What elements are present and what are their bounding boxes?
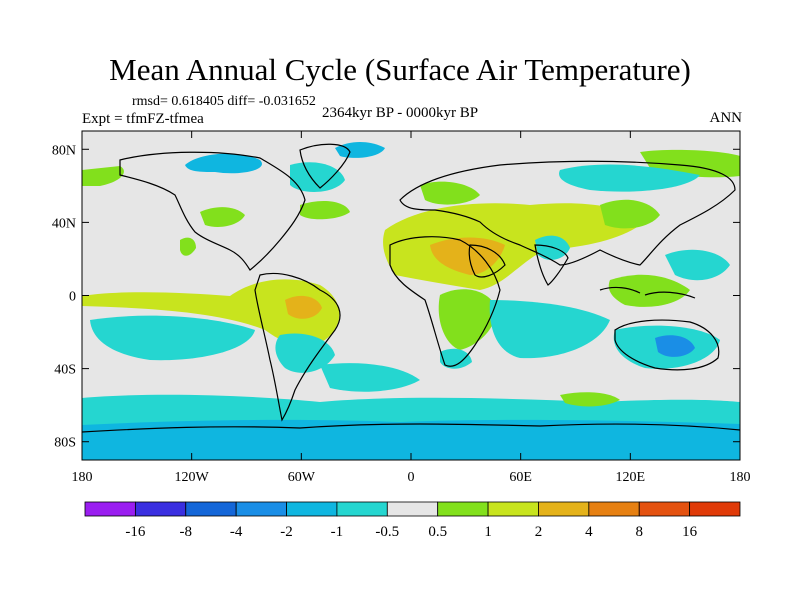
south-atlantic-cooling: [320, 363, 420, 392]
axis-ticks: 180 120W 60W 0 60E 120E 180 80N 40N 0 40S 80S: [52, 131, 751, 485]
europe-warming: [420, 181, 480, 205]
colorbar-label: 2: [535, 524, 543, 540]
x-tick-label: 60E: [509, 470, 532, 485]
colorbar-swatch: [437, 501, 489, 517]
tropical-pacific-cooling: [90, 315, 255, 361]
colorbar-swatch: [588, 501, 640, 517]
sahara-asia-warming: [383, 203, 640, 290]
colorbar-label: -0.5: [375, 524, 399, 540]
anomaly-fields: [82, 142, 740, 460]
antarctic-cooling: [82, 419, 740, 460]
x-tick-label: 120W: [175, 470, 210, 485]
colorbar-swatch: [235, 501, 287, 517]
southern-ocean-warming-patch: [560, 392, 620, 407]
coast-antarctica: [82, 423, 740, 433]
australia-strong-cooling: [655, 335, 695, 357]
colorbar-label: -16: [125, 524, 145, 540]
stats-line: rmsd= 0.618405 diff= -0.031652: [132, 94, 316, 109]
colorbar-label: -4: [230, 524, 243, 540]
colorbar-swatch: [286, 501, 338, 517]
colorbar-swatch: [487, 501, 539, 517]
indian-ocean-cooling: [489, 300, 610, 359]
colorbar-label: 0.5: [428, 524, 447, 540]
arctic-cooling-patch: [185, 153, 262, 174]
arctic-cooling-patch: [335, 142, 385, 158]
colorbar-label: 16: [682, 524, 698, 540]
experiment-label: Expt = tfmFZ-tfmea: [82, 111, 204, 127]
y-tick-label: 80N: [52, 143, 76, 158]
amazon-strong-warming: [285, 295, 322, 319]
coast-australia: [614, 319, 720, 371]
south-africa-cooling: [440, 348, 472, 369]
x-tick-label: 60W: [288, 470, 316, 485]
coast-south-america: [254, 272, 341, 422]
maritime-warming: [608, 274, 690, 307]
south-america-cooling: [275, 333, 335, 373]
coast-eurasia: [399, 160, 736, 266]
y-tick-label: 40S: [54, 363, 76, 378]
coast-greenland: [299, 143, 351, 189]
colorbar: -16 -8 -4 -2 -1 -0.5 0.5 1 2 4 8 16: [84, 501, 741, 540]
y-tick-label: 0: [69, 290, 76, 305]
y-tick-label: 80S: [54, 436, 76, 451]
east-asia-warming: [600, 199, 660, 229]
colorbar-label: -1: [331, 524, 344, 540]
colorbar-swatch: [689, 501, 741, 517]
x-tick-label: 180: [72, 470, 93, 485]
arctic-warming-patch: [82, 166, 124, 186]
north-atlantic-cooling: [290, 162, 345, 192]
colorbar-label: -2: [280, 524, 293, 540]
colorbar-label: 1: [484, 524, 492, 540]
colorbar-label: 4: [585, 524, 593, 540]
north-atlantic-warming: [300, 200, 350, 220]
x-tick-label: 120E: [616, 470, 646, 485]
coast-arabia: [468, 244, 506, 278]
coast-india: [534, 244, 569, 286]
west-pacific-cooling: [665, 249, 730, 281]
colorbar-swatch: [638, 501, 691, 517]
colorbar-label: -8: [180, 524, 193, 540]
sahara-arabia-strong-warming: [430, 237, 505, 275]
x-tick-label: 0: [408, 470, 415, 485]
x-tick-label: 180: [730, 470, 751, 485]
colorbar-swatch: [185, 501, 237, 517]
y-tick-label: 40N: [52, 216, 76, 231]
north-america-warming: [180, 237, 196, 256]
season-label: ANN: [709, 110, 743, 126]
period-label: 2364kyr BP - 0000kyr BP: [322, 105, 479, 121]
colorbar-label: 8: [635, 524, 643, 540]
north-america-warming: [200, 207, 245, 227]
north-pacific-cooling: [559, 164, 700, 192]
coastlines: [82, 143, 740, 433]
amazon-warming: [82, 279, 340, 346]
coast-indonesia: [599, 286, 696, 299]
colorbar-swatch: [386, 501, 439, 517]
colorbar-swatch: [84, 501, 136, 517]
colorbar-swatch: [538, 501, 590, 517]
coast-north-america: [119, 151, 306, 271]
colorbar-swatch: [336, 501, 388, 517]
coast-africa: [389, 236, 501, 367]
chart-title: Mean Annual Cycle (Surface Air Temperatu…: [109, 52, 691, 87]
colorbar-swatch: [134, 501, 187, 517]
